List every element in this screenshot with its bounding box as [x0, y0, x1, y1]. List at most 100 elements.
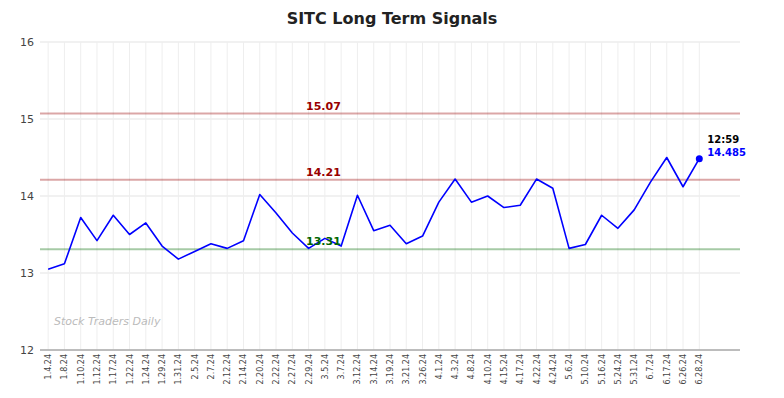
- y-tick-label: 16: [20, 36, 34, 49]
- x-tick-label: 4.8.24: [467, 354, 476, 379]
- x-grid-line: [243, 42, 244, 350]
- x-tick-label: 1.31.24: [174, 354, 183, 385]
- level-line: [40, 113, 740, 115]
- x-grid-line: [601, 42, 602, 350]
- x-grid-line: [162, 42, 163, 350]
- x-tick-label: 3.19.24: [386, 354, 395, 385]
- x-grid-line: [650, 42, 651, 350]
- x-grid-line: [194, 42, 195, 350]
- x-grid-line: [585, 42, 586, 350]
- x-tick-label: 5.6.24: [565, 354, 574, 379]
- x-tick-label: 1.24.24: [142, 354, 151, 385]
- x-grid-line: [308, 42, 309, 350]
- level-line: [40, 179, 740, 181]
- x-tick-label: 3.26.24: [419, 354, 428, 385]
- x-grid-line: [96, 42, 97, 350]
- watermark: Stock Traders Daily: [54, 315, 161, 328]
- x-grid-line: [471, 42, 472, 350]
- x-grid-line: [390, 42, 391, 350]
- x-grid-line: [373, 42, 374, 350]
- x-grid-line: [113, 42, 114, 350]
- annotation-price: 14.485: [707, 147, 746, 158]
- chart: SITC Long Term Signals 12 13 14 15 16 1.4.24 1.…: [0, 0, 784, 398]
- x-grid-line: [64, 42, 65, 350]
- y-tick-label: 15: [20, 113, 34, 126]
- y-tick-label: 12: [20, 344, 34, 357]
- x-grid-line: [617, 42, 618, 350]
- x-tick-label: 2.27.24: [288, 354, 297, 385]
- level-label: 14.21: [306, 166, 341, 179]
- x-tick-label: 3.5.24: [321, 354, 330, 379]
- x-tick-label: 2.29.24: [305, 354, 314, 385]
- x-tick-label: 4.1.24: [435, 354, 444, 379]
- x-tick-label: 2.12.24: [223, 354, 232, 385]
- x-grid-line: [422, 42, 423, 350]
- x-grid-line: [292, 42, 293, 350]
- x-grid-line: [406, 42, 407, 350]
- x-tick-label: 1.4.24: [44, 354, 53, 379]
- y-tick-label: 13: [20, 267, 34, 280]
- x-tick-label: 5.10.24: [581, 354, 590, 385]
- x-tick-label: 3.21.24: [402, 354, 411, 385]
- x-tick-label: 6.26.24: [679, 354, 688, 385]
- x-grid-line: [145, 42, 146, 350]
- x-tick-label: 1.22.24: [126, 354, 135, 385]
- x-tick-label: 3.14.24: [370, 354, 379, 385]
- x-tick-label: 2.5.24: [191, 354, 200, 379]
- x-grid-line: [455, 42, 456, 350]
- x-grid-line: [536, 42, 537, 350]
- x-grid-line: [129, 42, 130, 350]
- x-tick-label: 4.22.24: [533, 354, 542, 385]
- x-tick-label: 1.12.24: [93, 354, 102, 385]
- x-grid-line: [227, 42, 228, 350]
- x-grid-line: [438, 42, 439, 350]
- x-tick-label: 2.22.24: [272, 354, 281, 385]
- x-tick-label: 4.3.24: [451, 354, 460, 379]
- x-grid-line: [683, 42, 684, 350]
- x-grid-line: [503, 42, 504, 350]
- level-label: 13.31: [306, 235, 341, 248]
- grid: [40, 42, 740, 350]
- x-grid-line: [699, 42, 700, 350]
- price-line: [48, 158, 699, 270]
- x-tick-label: 5.24.24: [614, 354, 623, 385]
- x-grid-line: [520, 42, 521, 350]
- x-tick-label: 4.17.24: [516, 354, 525, 385]
- x-grid-line: [276, 42, 277, 350]
- x-tick-label: 5.31.24: [630, 354, 639, 385]
- y-grid-line: [40, 350, 740, 351]
- x-axis-line: [40, 350, 740, 351]
- x-grid-line: [178, 42, 179, 350]
- x-grid-line: [324, 42, 325, 350]
- x-tick-label: 1.10.24: [77, 354, 86, 385]
- x-grid-line: [80, 42, 81, 350]
- x-tick-label: 2.7.24: [207, 354, 216, 379]
- y-tick-label: 14: [20, 190, 34, 203]
- x-grid-line: [341, 42, 342, 350]
- x-grid-line: [666, 42, 667, 350]
- x-tick-label: 1.29.24: [158, 354, 167, 385]
- x-tick-label: 1.8.24: [60, 354, 69, 379]
- level-line: [40, 248, 740, 250]
- x-tick-label: 6.17.24: [663, 354, 672, 385]
- x-grid-line: [552, 42, 553, 350]
- x-tick-label: 4.24.24: [549, 354, 558, 385]
- x-tick-label: 3.7.24: [337, 354, 346, 379]
- last-point: [696, 155, 703, 162]
- x-tick-label: 6.7.24: [646, 354, 655, 379]
- x-tick-label: 4.15.24: [500, 354, 509, 385]
- x-grid-line: [48, 42, 49, 350]
- x-tick-label: 6.28.24: [695, 354, 704, 385]
- x-tick-label: 5.16.24: [598, 354, 607, 385]
- x-grid-line: [634, 42, 635, 350]
- x-tick-label: 2.20.24: [256, 354, 265, 385]
- title: SITC Long Term Signals: [287, 9, 498, 28]
- x-grid-line: [210, 42, 211, 350]
- annotation-time: 12:59: [707, 134, 739, 145]
- x-tick-label: 4.10.24: [484, 354, 493, 385]
- marks: [40, 114, 740, 270]
- x-tick-label: 1.17.24: [109, 354, 118, 385]
- level-label: 15.07: [306, 100, 341, 113]
- x-tick-label: 3.12.24: [353, 354, 362, 385]
- x-tick-label: 2.14.24: [239, 354, 248, 385]
